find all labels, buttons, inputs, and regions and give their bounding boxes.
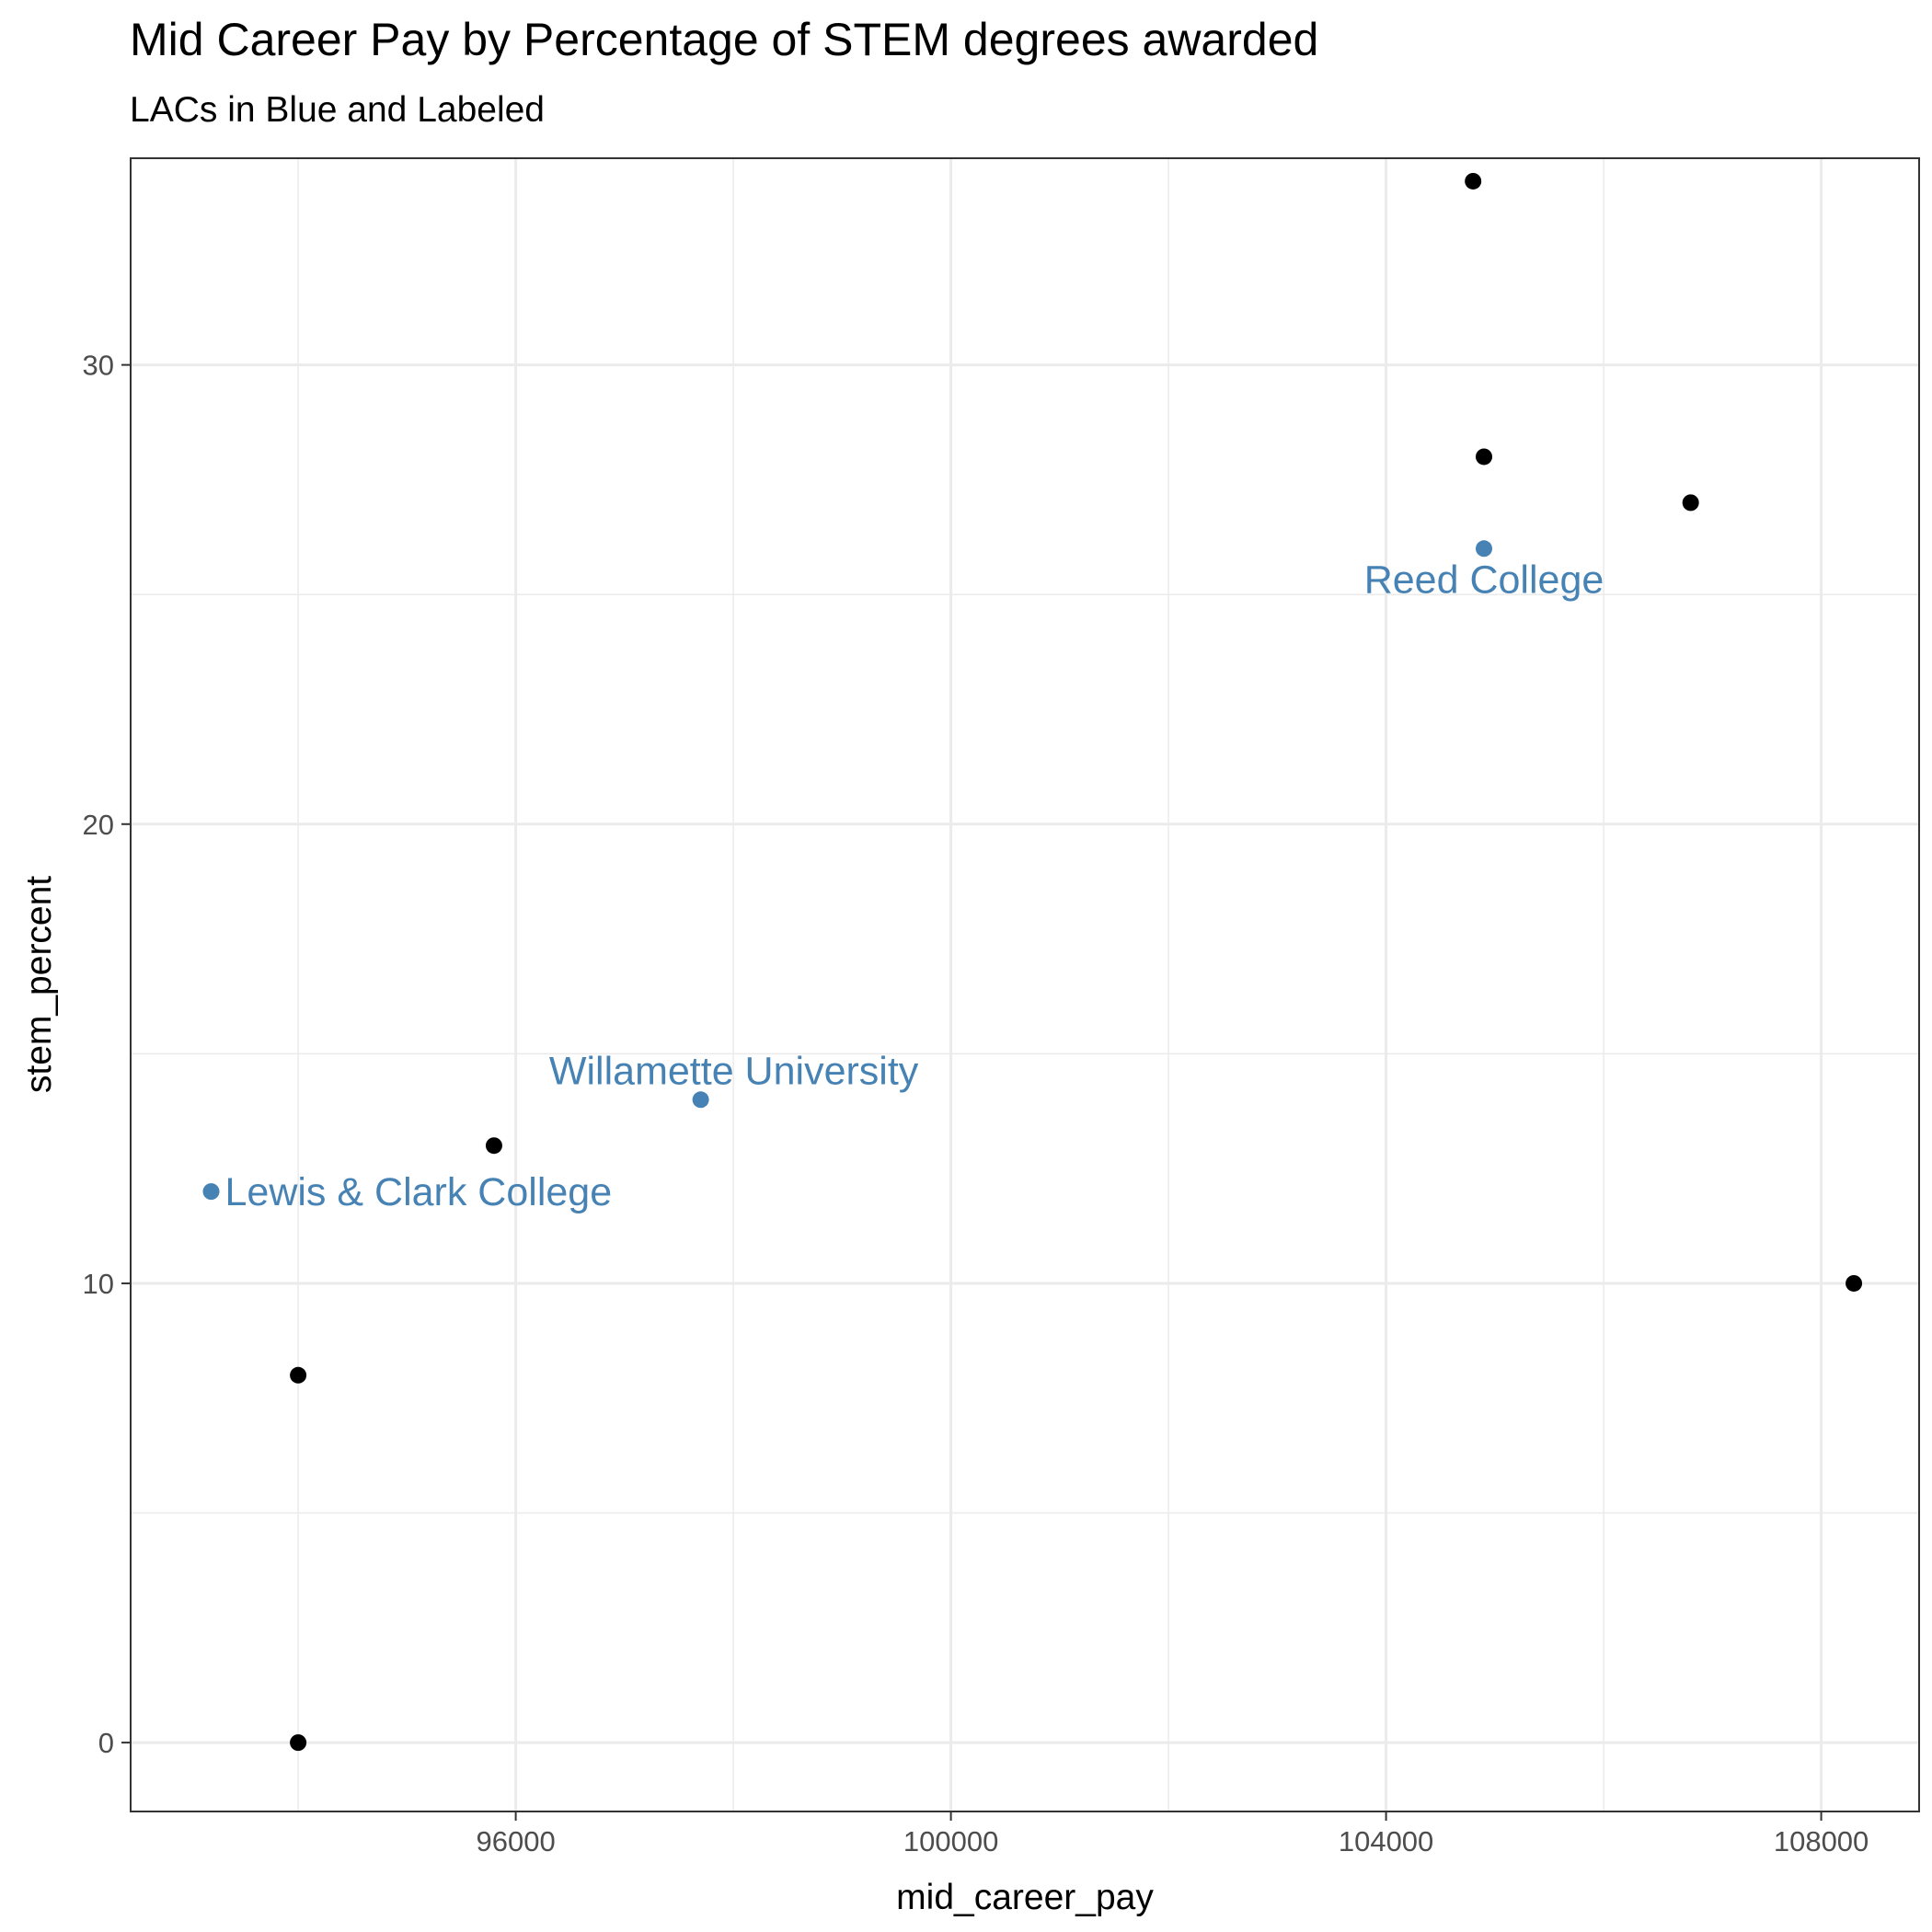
plot-panel-background — [131, 158, 1919, 1811]
y-tick-label: 30 — [83, 350, 114, 382]
point-label: Reed College — [1364, 558, 1604, 602]
data-point — [1476, 448, 1493, 466]
data-point — [290, 1366, 307, 1384]
lac-point — [1476, 540, 1493, 558]
data-points — [202, 172, 1863, 1752]
lac-point — [202, 1183, 220, 1201]
x-tick-label: 96000 — [476, 1825, 555, 1857]
y-axis-title: stem_percent — [19, 876, 59, 1093]
data-point — [1682, 494, 1699, 512]
x-axis-ticks: 96000 100000 104000 108000 — [476, 1811, 1869, 1857]
y-tick-label: 20 — [83, 809, 114, 841]
x-tick-label: 100000 — [903, 1825, 998, 1857]
data-point — [485, 1137, 502, 1155]
lac-point — [692, 1091, 709, 1109]
plot-panel-border — [130, 157, 1920, 1812]
point-label: Willamette University — [549, 1049, 919, 1093]
x-axis-title: mid_career_pay — [896, 1878, 1154, 1917]
point-labels: Lewis & Clark College Willamette Universi… — [225, 558, 1604, 1214]
gridlines — [131, 158, 1919, 1811]
point-label: Lewis & Clark College — [225, 1170, 613, 1214]
y-tick-label: 0 — [98, 1727, 114, 1759]
chart-title: Mid Career Pay by Percentage of STEM deg… — [130, 14, 1318, 65]
data-point — [1846, 1274, 1863, 1292]
x-tick-label: 104000 — [1339, 1825, 1433, 1857]
chart-subtitle: LACs in Blue and Labeled — [130, 90, 545, 130]
data-point — [1465, 172, 1482, 190]
y-axis-ticks: 0 10 20 30 — [83, 350, 131, 1759]
x-tick-label: 108000 — [1774, 1825, 1869, 1857]
y-tick-label: 10 — [83, 1268, 114, 1300]
data-point — [290, 1734, 307, 1752]
